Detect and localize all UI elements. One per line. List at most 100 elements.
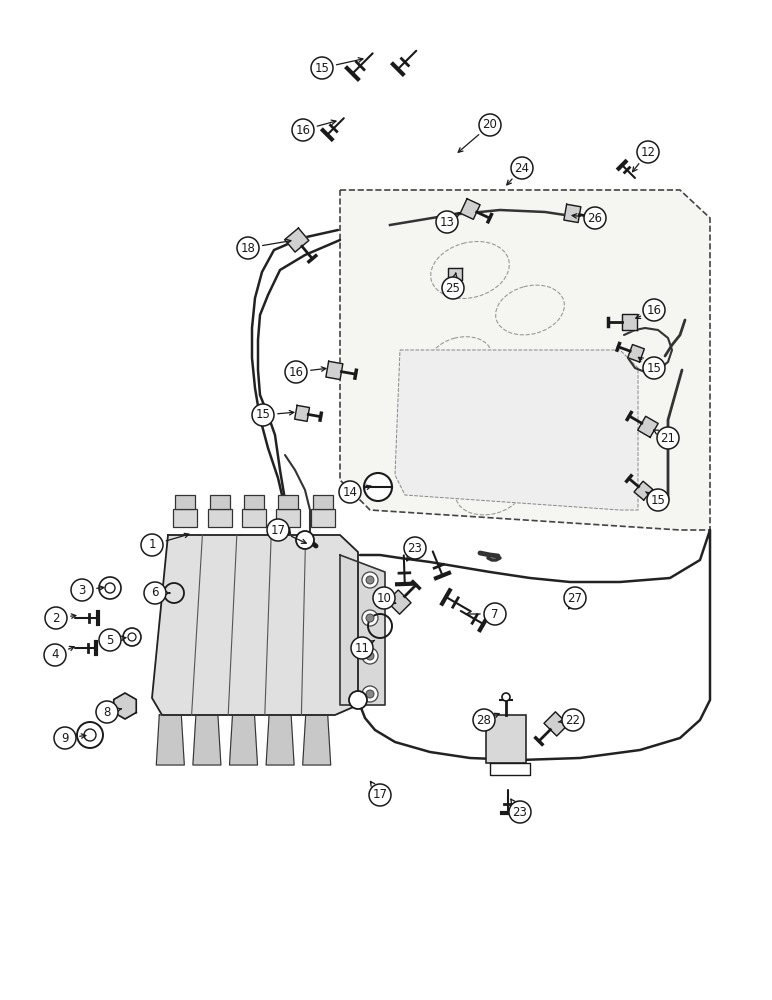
Text: 4: 4	[51, 648, 59, 662]
Circle shape	[351, 637, 373, 659]
FancyBboxPatch shape	[208, 509, 232, 527]
Circle shape	[364, 473, 392, 501]
FancyBboxPatch shape	[242, 509, 266, 527]
Polygon shape	[564, 204, 581, 223]
Polygon shape	[395, 350, 638, 510]
Polygon shape	[340, 190, 710, 530]
FancyBboxPatch shape	[210, 495, 229, 509]
Text: 9: 9	[61, 732, 69, 744]
Circle shape	[292, 119, 314, 141]
Circle shape	[362, 648, 378, 664]
Text: 15: 15	[314, 62, 330, 75]
Circle shape	[237, 237, 259, 259]
Circle shape	[339, 481, 361, 503]
Polygon shape	[113, 693, 137, 719]
Circle shape	[643, 357, 665, 379]
Polygon shape	[266, 715, 294, 765]
Polygon shape	[295, 405, 310, 421]
Circle shape	[285, 361, 307, 383]
Polygon shape	[448, 268, 462, 280]
Circle shape	[509, 801, 531, 823]
Text: 7: 7	[491, 607, 499, 620]
Text: 15: 15	[647, 361, 662, 374]
Text: 12: 12	[641, 145, 655, 158]
Text: 22: 22	[566, 714, 581, 726]
Text: 1: 1	[148, 538, 156, 552]
FancyBboxPatch shape	[486, 715, 526, 763]
Polygon shape	[628, 345, 645, 362]
Circle shape	[366, 614, 374, 622]
Polygon shape	[156, 715, 185, 765]
Circle shape	[657, 427, 679, 449]
Circle shape	[473, 709, 495, 731]
Text: 16: 16	[289, 365, 303, 378]
Circle shape	[479, 114, 501, 136]
Circle shape	[144, 582, 166, 604]
Circle shape	[349, 691, 367, 709]
Circle shape	[562, 709, 584, 731]
Text: 15: 15	[651, 493, 665, 506]
Polygon shape	[303, 715, 330, 765]
Text: 2: 2	[52, 611, 59, 624]
Circle shape	[362, 686, 378, 702]
FancyBboxPatch shape	[313, 495, 333, 509]
FancyBboxPatch shape	[244, 495, 264, 509]
Text: 5: 5	[107, 634, 113, 647]
Text: 14: 14	[343, 486, 357, 498]
Polygon shape	[387, 590, 411, 614]
Text: 21: 21	[661, 432, 676, 444]
Circle shape	[442, 277, 464, 299]
Text: 23: 23	[513, 806, 527, 818]
Circle shape	[647, 489, 669, 511]
Text: 18: 18	[241, 241, 256, 254]
Circle shape	[564, 587, 586, 609]
Circle shape	[267, 519, 289, 541]
Circle shape	[484, 603, 506, 625]
Text: 16: 16	[296, 123, 310, 136]
Circle shape	[311, 57, 333, 79]
Text: 25: 25	[445, 282, 460, 294]
Text: 17: 17	[373, 788, 388, 802]
Text: 3: 3	[78, 584, 86, 596]
Circle shape	[362, 572, 378, 588]
Text: 11: 11	[354, 642, 370, 654]
Circle shape	[44, 644, 66, 666]
Text: 17: 17	[270, 524, 286, 536]
Circle shape	[584, 207, 606, 229]
Polygon shape	[340, 555, 385, 705]
Circle shape	[54, 727, 76, 749]
Text: 6: 6	[151, 586, 159, 599]
Text: 27: 27	[567, 591, 583, 604]
Text: 13: 13	[439, 216, 455, 229]
Circle shape	[366, 690, 374, 698]
Text: 28: 28	[476, 714, 492, 726]
Polygon shape	[193, 715, 221, 765]
Polygon shape	[285, 228, 309, 252]
Circle shape	[296, 531, 314, 549]
Text: 16: 16	[646, 304, 662, 316]
FancyBboxPatch shape	[173, 509, 197, 527]
Polygon shape	[460, 199, 480, 219]
Text: 23: 23	[408, 542, 422, 554]
Circle shape	[252, 404, 274, 426]
Polygon shape	[634, 481, 652, 500]
Polygon shape	[544, 712, 568, 736]
Circle shape	[404, 537, 426, 559]
Text: 20: 20	[482, 118, 497, 131]
Polygon shape	[638, 416, 659, 437]
Circle shape	[502, 693, 510, 701]
Circle shape	[373, 587, 395, 609]
Polygon shape	[622, 314, 637, 330]
Text: 8: 8	[103, 706, 110, 718]
FancyBboxPatch shape	[175, 495, 195, 509]
Circle shape	[71, 579, 93, 601]
Circle shape	[637, 141, 659, 163]
FancyBboxPatch shape	[311, 509, 335, 527]
FancyBboxPatch shape	[279, 495, 299, 509]
Circle shape	[366, 576, 374, 584]
Circle shape	[362, 610, 378, 626]
Polygon shape	[229, 715, 258, 765]
Text: 10: 10	[377, 591, 391, 604]
Circle shape	[366, 652, 374, 660]
Text: 24: 24	[514, 161, 530, 174]
